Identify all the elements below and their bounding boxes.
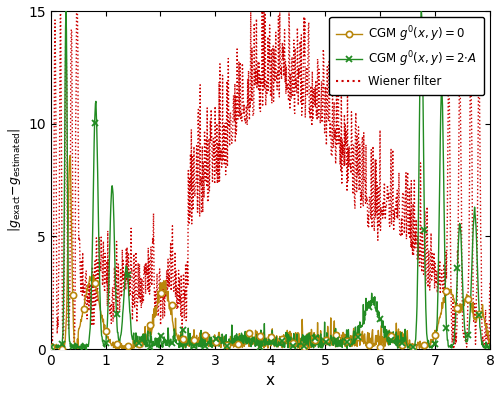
Legend: CGM $g^0(x,y)=0$, CGM $g^0(x,y)=2{\cdot}A$, Wiener filter: CGM $g^0(x,y)=0$, CGM $g^0(x,y)=2{\cdot}… — [330, 17, 484, 95]
Y-axis label: $|g_\mathrm{exact}{-}g_\mathrm{estimated}|$: $|g_\mathrm{exact}{-}g_\mathrm{estimated… — [6, 128, 22, 232]
X-axis label: x: x — [266, 374, 275, 388]
